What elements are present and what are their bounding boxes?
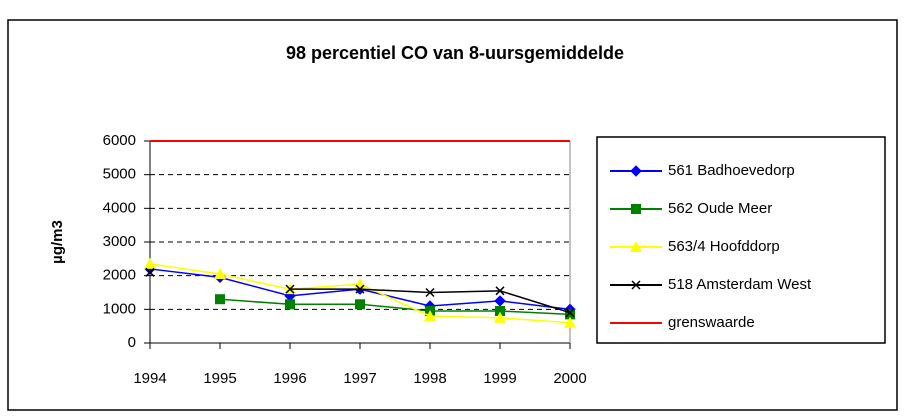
marker	[494, 311, 506, 323]
y-axis-label: µg/m3	[49, 220, 66, 264]
y-tick-label: 3000	[103, 233, 136, 250]
legend-label: 561 Badhoevedorp	[668, 162, 795, 179]
marker	[631, 204, 641, 214]
marker	[495, 286, 505, 296]
legend-label: grenswaarde	[668, 314, 755, 331]
marker	[425, 287, 435, 298]
marker	[144, 257, 156, 269]
series-line	[219, 298, 571, 316]
y-tick-label: 4000	[103, 199, 136, 216]
marker	[285, 299, 295, 310]
marker	[214, 267, 226, 279]
marker	[631, 280, 641, 290]
legend-label: 562 Oude Meer	[668, 200, 772, 217]
marker	[355, 284, 365, 294]
y-tick-label: 2000	[103, 267, 136, 284]
marker	[630, 165, 642, 177]
x-tick-label: 1998	[413, 370, 446, 387]
marker	[630, 241, 642, 252]
marker	[565, 308, 575, 318]
x-tick-label: 1995	[203, 370, 236, 387]
y-tick-label: 6000	[103, 132, 136, 149]
x-tick-label: 1999	[483, 370, 516, 387]
marker	[215, 294, 225, 305]
y-tick-label: 1000	[103, 300, 136, 317]
y-tick-label: 0	[128, 334, 136, 351]
marker	[145, 267, 155, 277]
chart-title: 98 percentiel CO van 8-uursgemiddelde	[286, 43, 624, 63]
marker	[424, 310, 436, 322]
marker	[285, 284, 295, 294]
marker	[495, 306, 505, 317]
marker	[565, 309, 575, 320]
legend-label: 563/4 Hoofddorp	[668, 238, 780, 255]
x-tick-label: 1994	[133, 370, 166, 387]
x-tick-label: 1997	[343, 370, 376, 387]
y-tick-label: 5000	[103, 166, 136, 183]
marker	[494, 295, 506, 307]
x-tick-label: 2000	[553, 370, 586, 387]
legend-label: 518 Amsterdam West	[668, 276, 812, 293]
marker	[355, 299, 365, 310]
marker	[564, 316, 576, 328]
x-tick-label: 1996	[273, 370, 306, 387]
